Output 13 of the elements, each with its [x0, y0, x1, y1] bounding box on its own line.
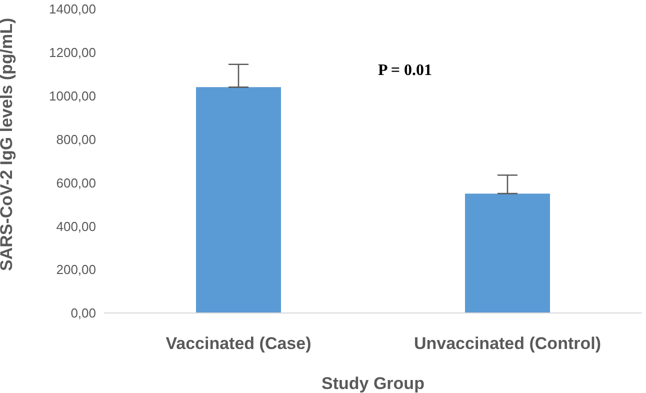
y-tick-label: 400,00 [56, 218, 96, 234]
y-tick-label: 1200,00 [49, 45, 96, 60]
y-axis-title: SARS-CoV-2 IgG levels (pg/mL) [0, 18, 16, 271]
annotation: P = 0.01 [378, 62, 432, 80]
y-tick-label: 600,00 [56, 175, 96, 190]
x-axis-title: Study Group [322, 374, 424, 393]
y-tick-label: 0,00 [70, 306, 96, 321]
x-tick-label: Vaccinated (Case) [166, 334, 312, 354]
x-tick-label: Unvaccinated (Control) [414, 334, 602, 354]
y-tick-label: 1400,00 [49, 2, 96, 17]
y-tick-label: 200,00 [56, 262, 96, 278]
y-tick-label: 1000,00 [49, 88, 96, 104]
y-tick-label: 800,00 [56, 132, 96, 147]
